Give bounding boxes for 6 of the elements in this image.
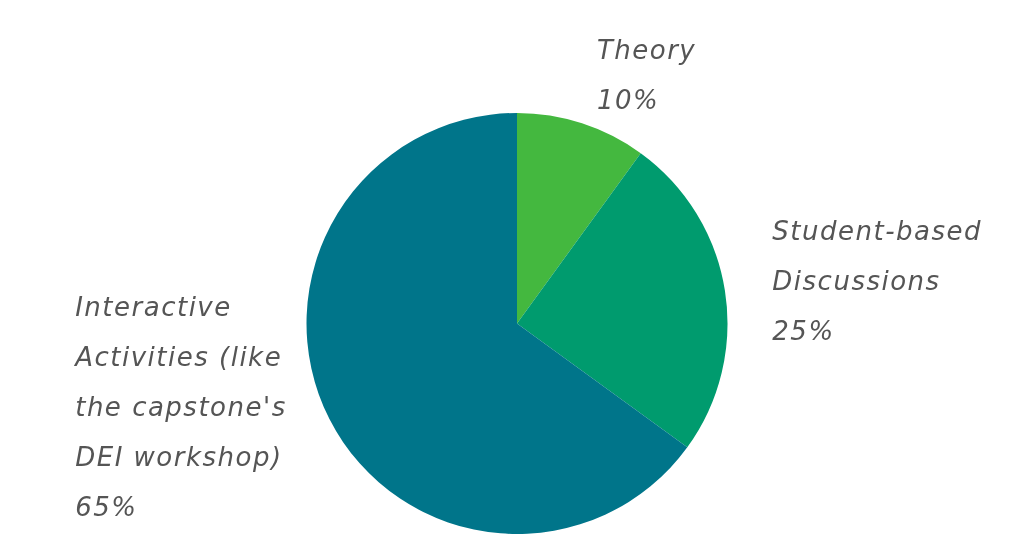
- data-label: 10%: [596, 85, 660, 116]
- slice-label: Student-based Discussions: [772, 215, 983, 296]
- slice-label: Theory: [596, 35, 697, 66]
- slice-label: Interactive Activities (like the capstone's DEI workshop): [73, 291, 287, 472]
- data-label: 65%: [75, 491, 138, 522]
- data-label: 25%: [772, 315, 835, 346]
